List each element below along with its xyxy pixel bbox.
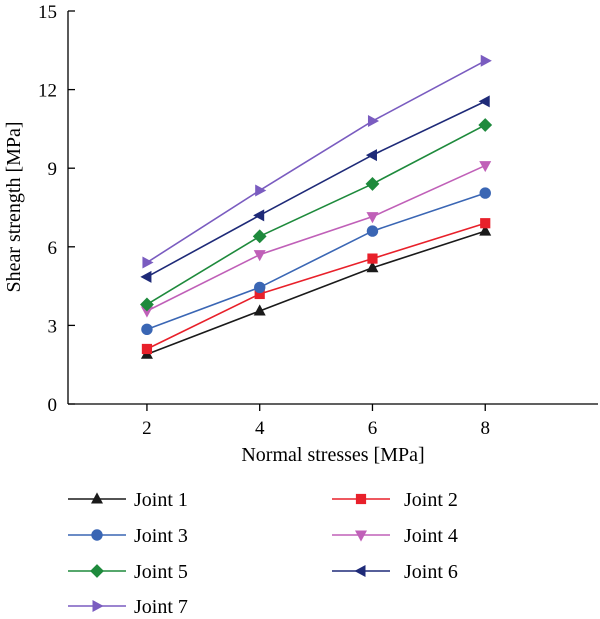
chart-legend: Joint 1 Joint 2 Joint 3 Joint 4 Joint 5 Joint… xyxy=(68,489,458,618)
data-point xyxy=(254,281,266,294)
data-point xyxy=(480,54,492,67)
data-point xyxy=(365,149,377,162)
y-tick-label: 15 xyxy=(38,2,57,23)
data-point xyxy=(480,218,491,229)
series-line xyxy=(146,124,486,306)
legend-marker xyxy=(355,493,367,505)
series-line xyxy=(146,222,486,350)
legend-item: Joint 6 xyxy=(332,561,458,583)
line-chart: 2 4 6 8 0 3 6 9 12 15 Normal stresses [MPa] Shea… xyxy=(3,2,598,466)
data-point xyxy=(252,229,267,244)
data-point xyxy=(254,288,265,300)
legend-marker xyxy=(91,492,103,504)
y-tick-label: 3 xyxy=(48,316,58,337)
data-point xyxy=(367,115,380,128)
data-point xyxy=(479,161,492,173)
legend-item: Joint 2 xyxy=(332,489,458,511)
data-point xyxy=(366,212,379,224)
x-tick-label: 6 xyxy=(368,418,378,439)
legend-marker xyxy=(354,565,366,577)
series-7 xyxy=(142,54,492,269)
x-tick-label: 4 xyxy=(255,418,265,439)
data-point xyxy=(479,187,491,199)
legend-marker xyxy=(90,564,104,578)
series-2 xyxy=(141,218,491,355)
series-line xyxy=(146,230,486,355)
data-point xyxy=(140,297,154,312)
legend-marker xyxy=(91,529,103,541)
data-point xyxy=(478,118,493,132)
series-6 xyxy=(140,95,490,283)
legend-item: Joint 3 xyxy=(68,525,188,547)
y-axis-label: Shear strength [MPa] xyxy=(3,121,25,292)
data-point xyxy=(253,209,265,222)
series-1 xyxy=(140,224,492,359)
y-axis: 0 3 6 9 12 15 xyxy=(38,2,75,416)
series-5 xyxy=(140,118,493,312)
data-point xyxy=(255,184,267,197)
series-line xyxy=(146,100,486,278)
y-tick-label: 6 xyxy=(48,238,58,259)
data-point xyxy=(478,95,490,108)
legend-marker xyxy=(92,600,104,612)
data-point xyxy=(253,304,266,316)
data-point xyxy=(142,256,154,269)
series-line xyxy=(146,60,486,264)
legend-label: Joint 1 xyxy=(134,489,188,511)
legend-label: Joint 2 xyxy=(404,489,458,511)
x-tick-label: 8 xyxy=(480,418,490,439)
data-point xyxy=(253,250,266,262)
data-point xyxy=(366,261,379,273)
series-layer xyxy=(140,54,493,359)
x-axis: 2 4 6 8 xyxy=(142,404,490,439)
y-tick-label: 0 xyxy=(48,395,58,416)
data-point xyxy=(365,177,380,191)
data-point xyxy=(140,270,152,283)
series-line xyxy=(146,164,486,312)
series-3 xyxy=(141,187,491,336)
data-point xyxy=(366,225,379,237)
plot-area-frame xyxy=(67,11,598,405)
x-axis-label: Normal stresses [MPa] xyxy=(241,444,424,466)
legend-item: Joint 7 xyxy=(68,596,188,618)
series-4 xyxy=(140,161,492,318)
x-tick-label: 2 xyxy=(142,418,152,439)
data-point xyxy=(141,343,153,355)
legend-item: Joint 5 xyxy=(68,561,188,583)
legend-marker xyxy=(355,530,367,542)
legend-label: Joint 7 xyxy=(134,596,188,618)
data-point xyxy=(479,224,492,236)
legend-label: Joint 6 xyxy=(404,561,458,583)
legend-label: Joint 5 xyxy=(134,561,188,583)
data-point xyxy=(141,323,153,336)
legend-label: Joint 4 xyxy=(404,525,458,547)
legend-label: Joint 3 xyxy=(134,525,188,547)
legend-item: Joint 4 xyxy=(332,525,458,547)
y-tick-label: 12 xyxy=(38,81,57,102)
data-point xyxy=(140,306,153,318)
data-point xyxy=(367,253,378,264)
series-line xyxy=(146,192,486,331)
legend-item: Joint 1 xyxy=(68,489,188,511)
y-tick-label: 9 xyxy=(48,159,58,180)
